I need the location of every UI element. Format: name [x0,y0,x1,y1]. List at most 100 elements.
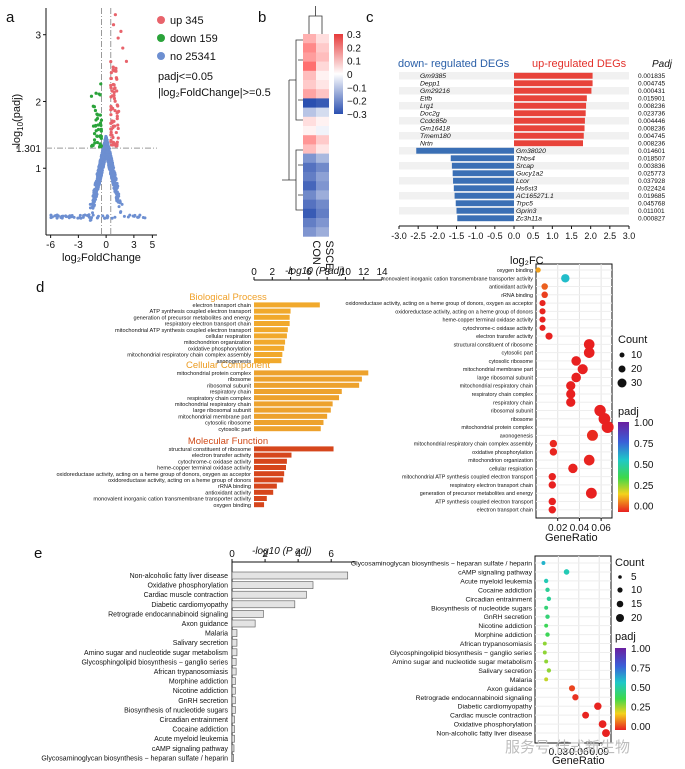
volcano-point-down [92,138,97,142]
volcano-point-no [96,214,100,218]
go-bar [254,401,333,407]
volcano-point-no [113,215,117,219]
go-term-label: ATP synthesis coupled electron transport [150,309,252,315]
go-dot [535,267,541,273]
kegg-x-tick-label: 2 [262,549,268,560]
volcano-point-up [113,99,117,103]
deg-padj-value: 0.004745 [638,81,665,88]
kegg-bar [231,677,236,685]
deg-bar [514,110,586,117]
kegg-padj-ticks: 1.00 0.75 0.50 0.25 0.00 [631,644,651,733]
padj-header: Padj [652,59,673,70]
volcano-point-no [99,168,103,172]
deg-padj-value: 0.018507 [638,156,665,163]
go-x-tick-label: 6 [306,267,312,278]
heatmap-cell [316,70,329,81]
kegg-dot [544,605,549,610]
heatmap-cell [316,144,329,154]
kegg-dot-term-label: Circadian entrainment [466,596,533,603]
kegg-padj-scale [615,648,626,730]
go-padj-tick: 0.50 [634,460,654,471]
go-dot-term-label: mitochondrial respiratory chain complex … [414,442,534,448]
go-dot [548,481,556,489]
volcano-point-no [72,215,76,219]
go-dot-term-label: mitochondrial protein complex [461,425,533,431]
volcano-point-up [115,89,119,93]
go-group-title: Molecular Function [188,436,268,447]
go-term-label: ribosomal subunit [207,383,251,389]
volcano-point-no [107,150,111,154]
volcano-point-down [92,105,97,109]
kegg-dot [545,587,550,593]
volcano-y-tick-label: 1 [35,164,41,175]
heatmap-cell [316,218,329,228]
heatmap-col-label: SSCE [323,240,335,270]
volcano-point-up [109,59,113,64]
heatmap-cell [316,43,329,53]
volcano-point-no [50,215,54,219]
deg-padj-value: 0.000827 [638,216,665,223]
heatmap-cell [303,162,316,173]
heatmap-cell [316,190,329,200]
go-x-tick-label: 12 [358,267,370,278]
volcano-point-no [55,213,59,217]
heatmap-scale-bar [334,34,343,114]
volcano-point-down [90,143,95,147]
deg-x-tick-label: 1.0 [546,231,559,241]
go-term-label: mitochondrial respiratory chain complex … [127,353,251,359]
go-term-label: respiratory chain [210,390,251,396]
kegg-dot-term-label: Malaria [510,677,533,684]
legend-up-label: up 345 [170,15,204,27]
volcano-point-up [115,114,119,118]
go-dot [539,308,546,315]
kegg-bar [231,658,237,666]
volcano-point-down [92,132,97,136]
go-dot [539,316,546,323]
heatmap-cell [303,70,316,81]
heatmap-cell [303,227,316,237]
kegg-count-5 [618,575,622,579]
heatmap-cell [303,208,316,219]
kegg-dot-term-label: Cocaine addiction [478,587,532,594]
deg-gene-label: Thbs4 [516,156,535,163]
go-bar [254,302,320,308]
volcano-point-up [112,93,116,98]
go-dot-term-label: heme-copper terminal oxidase activity [443,318,534,324]
heatmap-cell [303,218,316,228]
go-dot-term-label: cytochrome-c oxidase activity [463,326,534,332]
go-dot-term-label: mitochondrial ATP synthesis coupled elec… [402,475,534,481]
go-bar [254,321,290,326]
go-padj-tick: 0.25 [634,481,654,492]
volcano-point-no [115,193,119,197]
kegg-dot [594,702,602,710]
volcano-point-no [108,155,112,159]
go-dot-term-label: ribosomal subunit [491,409,534,415]
deg-gene-label: Ccdc85b [420,118,447,125]
kegg-bar-chart: 0 2 4 6 Non-alcoholic fatty liver disease Oxi… [41,549,356,762]
kegg-dot [546,668,552,673]
volcano-point-up [111,65,115,69]
volcano-point-no [141,215,145,219]
legend-down-label: down 159 [170,33,218,45]
go-dot [541,291,548,299]
go-bar [254,389,342,394]
heatmap-cell [303,181,316,191]
volcano-point-up [109,107,114,111]
volcano-point-no [102,144,106,148]
kegg-term-label: Salivary secretion [173,640,228,647]
heatmap-scale-tick: 0.3 [347,30,361,41]
deg-gene-label: Lrg1 [420,103,434,110]
go-dot-term-label: cytosolic ribosome [489,359,533,365]
kegg-bar [231,734,235,743]
volcano-point-no [93,191,97,195]
heatmap-cell [303,116,316,127]
go-dot [566,381,576,391]
deg-bar [514,80,593,87]
volcano-point-up [109,95,113,99]
go-bar [254,314,290,320]
volcano-point-up [109,113,113,117]
volcano-y-tick-label: 3 [35,31,41,42]
heatmap-cell [316,208,329,219]
go-term-label: respiratory electron transport chain [165,322,251,328]
kegg-dot-term-label: Salivary secretion [478,668,532,675]
